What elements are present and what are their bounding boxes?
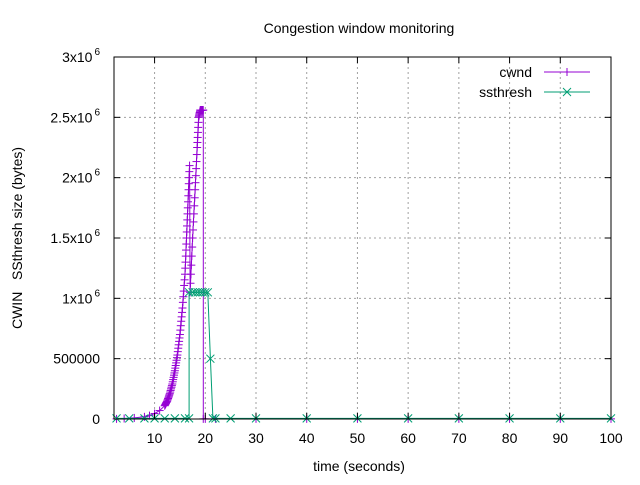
data-point-cwnd bbox=[192, 157, 201, 166]
legend-marker-cwnd bbox=[563, 68, 571, 76]
data-point-cwnd bbox=[186, 270, 195, 279]
data-point-cwnd bbox=[172, 353, 181, 362]
data-point-ssthresh bbox=[160, 414, 170, 423]
data-point-cwnd bbox=[185, 167, 194, 176]
data-point-ssthresh bbox=[170, 414, 180, 423]
data-point-cwnd bbox=[189, 225, 198, 234]
x-tick-label: 30 bbox=[248, 430, 264, 446]
y-tick-label-exponent: 6 bbox=[94, 107, 100, 118]
data-point-cwnd bbox=[155, 406, 164, 415]
data-point-ssthresh bbox=[208, 414, 218, 423]
data-point-cwnd bbox=[190, 193, 199, 202]
data-point-cwnd bbox=[189, 217, 198, 226]
x-tick-label: 90 bbox=[552, 430, 568, 446]
data-point-cwnd bbox=[188, 243, 197, 252]
y-tick-label-base: 500000 bbox=[53, 351, 100, 367]
data-point-cwnd bbox=[162, 397, 171, 406]
x-tick-label: 60 bbox=[400, 430, 416, 446]
x-tick-label: 100 bbox=[599, 430, 623, 446]
series-line-ssthresh bbox=[116, 291, 611, 419]
data-point-cwnd bbox=[183, 203, 192, 212]
data-point-cwnd bbox=[194, 118, 203, 127]
data-point-ssthresh bbox=[140, 414, 149, 423]
y-tick-label: 0 bbox=[92, 411, 100, 427]
y-tick-label: 2x10 6 bbox=[62, 168, 100, 186]
x-tick-label: 20 bbox=[197, 430, 213, 446]
data-point-ssthresh bbox=[226, 414, 235, 423]
y-tick-label-exponent: 6 bbox=[94, 47, 100, 58]
y-axis-label: CWIN SSthresh size (bytes) bbox=[9, 147, 25, 329]
y-tick-label-base: 1.5x10 bbox=[50, 230, 92, 246]
data-point-ssthresh bbox=[124, 414, 134, 423]
y-tick-label-base: 0 bbox=[92, 411, 100, 427]
x-tick-label: 80 bbox=[502, 430, 518, 446]
data-point-cwnd bbox=[190, 201, 199, 210]
data-point-cwnd bbox=[192, 150, 201, 159]
data-point-ssthresh bbox=[184, 287, 194, 297]
legend-label-ssthresh: ssthresh bbox=[479, 84, 532, 100]
y-tick-label-base: 3x10 bbox=[62, 49, 93, 65]
series-layer bbox=[112, 106, 616, 423]
data-point-cwnd bbox=[178, 308, 187, 317]
data-point-cwnd bbox=[175, 333, 184, 342]
y-tick-label: 2.5x10 6 bbox=[50, 107, 100, 125]
data-point-cwnd bbox=[189, 209, 198, 218]
y-tick-label-base: 2x10 bbox=[62, 170, 93, 186]
data-point-ssthresh bbox=[206, 354, 215, 364]
y-tick-label: 1.5x10 6 bbox=[50, 228, 100, 246]
data-point-ssthresh bbox=[211, 414, 220, 423]
data-point-cwnd bbox=[140, 412, 149, 421]
legend: cwnd ssthresh bbox=[479, 64, 590, 100]
data-point-cwnd bbox=[167, 381, 176, 390]
chart-title: Congestion window monitoring bbox=[264, 20, 455, 36]
y-tick-label: 3x10 6 bbox=[62, 47, 100, 65]
data-point-cwnd bbox=[170, 368, 179, 377]
grid-layer bbox=[114, 57, 611, 419]
data-point-ssthresh bbox=[180, 414, 190, 423]
y-tick-label: 1x10 6 bbox=[62, 288, 100, 306]
series-line-cwnd bbox=[116, 109, 611, 420]
x-axis-label: time (seconds) bbox=[313, 458, 405, 474]
data-point-cwnd bbox=[191, 171, 200, 180]
data-point-cwnd bbox=[180, 275, 189, 284]
x-tick-label: 70 bbox=[451, 430, 467, 446]
x-tick-label: 10 bbox=[147, 430, 163, 446]
legend-marker-ssthresh bbox=[562, 87, 572, 97]
data-point-cwnd bbox=[187, 252, 196, 261]
y-tick-label-exponent: 6 bbox=[94, 228, 100, 239]
data-point-ssthresh bbox=[200, 287, 210, 297]
data-point-cwnd bbox=[191, 178, 200, 187]
data-point-cwnd bbox=[186, 279, 195, 288]
legend-label-cwnd: cwnd bbox=[499, 64, 532, 80]
data-point-ssthresh bbox=[184, 414, 194, 423]
y-tick-label-base: 2.5x10 bbox=[50, 109, 92, 125]
x-tick-label: 40 bbox=[299, 430, 315, 446]
series-ssthresh bbox=[112, 287, 616, 423]
series-cwnd bbox=[112, 106, 615, 423]
y-tick-label-base: 1x10 bbox=[62, 290, 93, 306]
data-point-cwnd bbox=[199, 106, 208, 115]
data-point-cwnd bbox=[187, 261, 196, 270]
data-point-cwnd bbox=[182, 240, 191, 249]
data-point-ssthresh bbox=[203, 287, 213, 297]
y-tick-label-exponent: 6 bbox=[94, 288, 100, 299]
x-tick-label: 50 bbox=[350, 430, 366, 446]
data-point-cwnd bbox=[188, 234, 197, 242]
y-tick-label-exponent: 6 bbox=[94, 168, 100, 179]
y-tick-label: 500000 bbox=[53, 351, 100, 367]
data-point-cwnd bbox=[192, 164, 201, 173]
